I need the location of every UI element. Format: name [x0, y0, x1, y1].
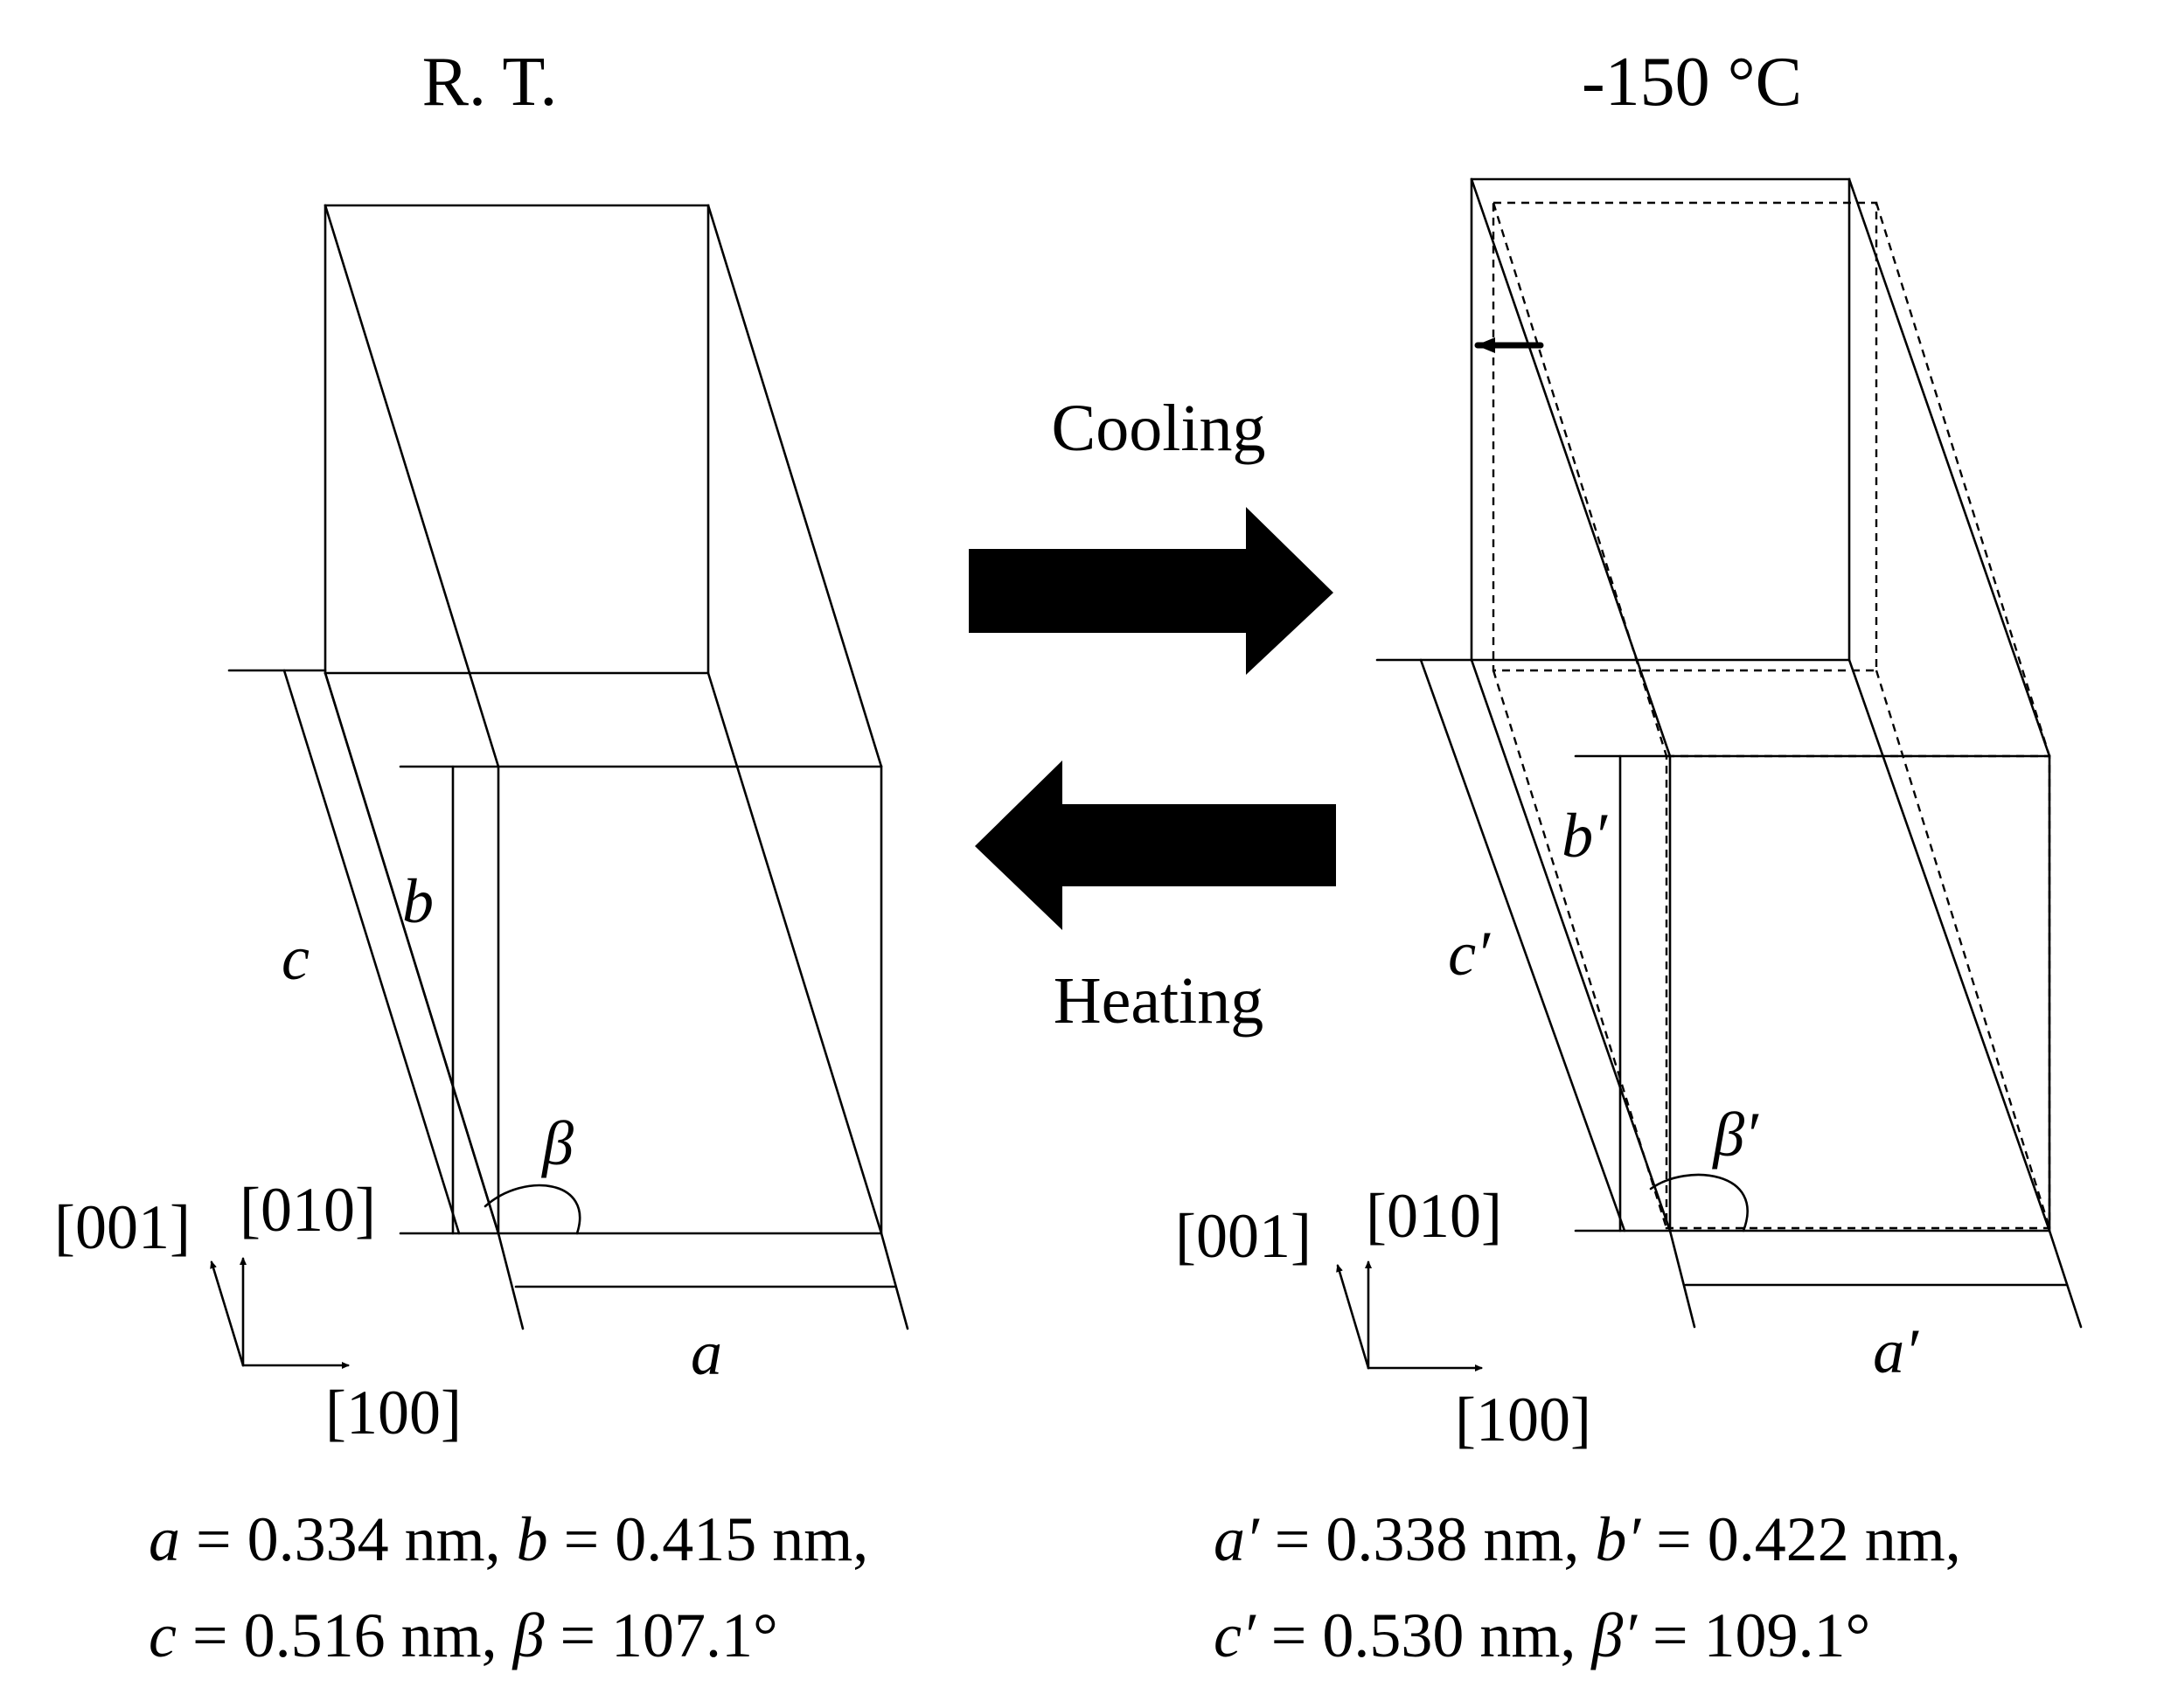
- dashed-top-face: [1492, 201, 1878, 672]
- left-params-line2: c = 0.516 nm, β = 107.1°: [149, 1600, 778, 1670]
- right-label-a: a′: [1873, 1316, 1919, 1386]
- left-dir-100: [100]: [325, 1378, 462, 1448]
- c-prime-dimension-line: [1419, 658, 1626, 1232]
- c-dimension-line: [282, 669, 461, 1235]
- param-a-prime-value: = 0.338 nm,: [1259, 1504, 1596, 1574]
- right-axis-triad: [1336, 1260, 1483, 1371]
- right-params-line1: a′ = 0.338 nm, b′ = 0.422 nm,: [1214, 1504, 1961, 1574]
- dashed-edge: [1875, 202, 2051, 757]
- transition-arrows: Cooling Heating: [969, 392, 1336, 1038]
- right-dir-100: [100]: [1455, 1385, 1591, 1455]
- axis-001-arrow: [210, 1260, 245, 1367]
- param-c-prime-value: = 0.530 nm,: [1256, 1600, 1592, 1670]
- param-beta-symbol: β: [511, 1600, 545, 1670]
- param-b-prime-value: = 0.422 nm,: [1640, 1504, 1961, 1574]
- left-panel: R. T. c: [54, 44, 909, 1670]
- param-beta-prime-value: = 109.1°: [1637, 1600, 1870, 1670]
- right-dir-001: [001]: [1175, 1201, 1312, 1271]
- param-b-prime-symbol: b′: [1595, 1504, 1641, 1574]
- left-params-line1: a = 0.334 nm, b = 0.415 nm,: [149, 1504, 868, 1574]
- left-cell-edge: [706, 204, 883, 768]
- right-unit-cell: [1470, 177, 2051, 1232]
- right-title: -150 °C: [1582, 44, 1802, 121]
- right-label-c: c′: [1448, 919, 1491, 989]
- axis-001-arrow: [1336, 1264, 1370, 1370]
- right-dir-010: [010]: [1366, 1181, 1502, 1251]
- c-dimension-line: [324, 671, 500, 1235]
- param-b-value: = 0.415 nm,: [548, 1504, 869, 1574]
- param-b-symbol: b: [517, 1504, 548, 1574]
- a-extension-line: [497, 1232, 525, 1330]
- right-panel: -150 °C: [1175, 44, 2083, 1670]
- beta-angle-arc: [484, 1184, 581, 1235]
- param-a-prime-symbol: a′: [1214, 1504, 1260, 1574]
- param-beta-prime-symbol: β′: [1590, 1600, 1638, 1670]
- right-original-cell-dashed: [1492, 201, 2051, 1230]
- right-label-beta: β′: [1711, 1100, 1759, 1170]
- left-dir-001: [001]: [54, 1192, 191, 1262]
- param-beta-value: = 107.1°: [544, 1600, 777, 1670]
- left-cell-edge: [706, 671, 883, 1235]
- left-title: R. T.: [422, 44, 558, 121]
- left-unit-cell: [324, 204, 883, 1235]
- param-c-symbol: c: [149, 1600, 177, 1670]
- heating-label: Heating: [1054, 964, 1264, 1038]
- left-label-beta: β: [540, 1108, 574, 1178]
- cooling-label: Cooling: [1052, 392, 1266, 465]
- param-a-value: = 0.334 nm,: [180, 1504, 517, 1574]
- left-dimension-lines: [227, 669, 909, 1330]
- beta-prime-angle-arc: [1649, 1173, 1749, 1232]
- a-prime-extension-line: [1668, 1229, 1696, 1329]
- right-cell-edge: [1470, 177, 1672, 758]
- param-c-value: = 0.516 nm,: [177, 1600, 513, 1670]
- left-dir-010: [010]: [240, 1175, 376, 1245]
- a-extension-line: [880, 1232, 909, 1330]
- right-cell-edge: [1470, 658, 1672, 1232]
- right-dimension-lines: [1375, 658, 2083, 1329]
- heating-arrow: [975, 760, 1336, 930]
- right-cell-top-face: [1470, 177, 1851, 662]
- left-label-c: c: [282, 923, 310, 993]
- a-prime-extension-line: [2048, 1229, 2083, 1329]
- right-cell-edge: [1847, 177, 2051, 758]
- dashed-edge: [1875, 670, 2051, 1229]
- left-axis-triad: [210, 1257, 350, 1369]
- param-a-symbol: a: [149, 1504, 180, 1574]
- left-cell-top-face: [324, 204, 710, 675]
- right-params-line2: c′ = 0.530 nm, β′ = 109.1°: [1214, 1600, 1870, 1670]
- left-cell-edge: [324, 204, 500, 768]
- cooling-arrow: [969, 507, 1333, 675]
- param-c-prime-symbol: c′: [1214, 1600, 1256, 1670]
- left-label-b: b: [402, 866, 434, 936]
- right-cell-edge: [1847, 658, 2051, 1232]
- left-label-a: a: [691, 1318, 722, 1388]
- right-label-b: b′: [1562, 801, 1608, 871]
